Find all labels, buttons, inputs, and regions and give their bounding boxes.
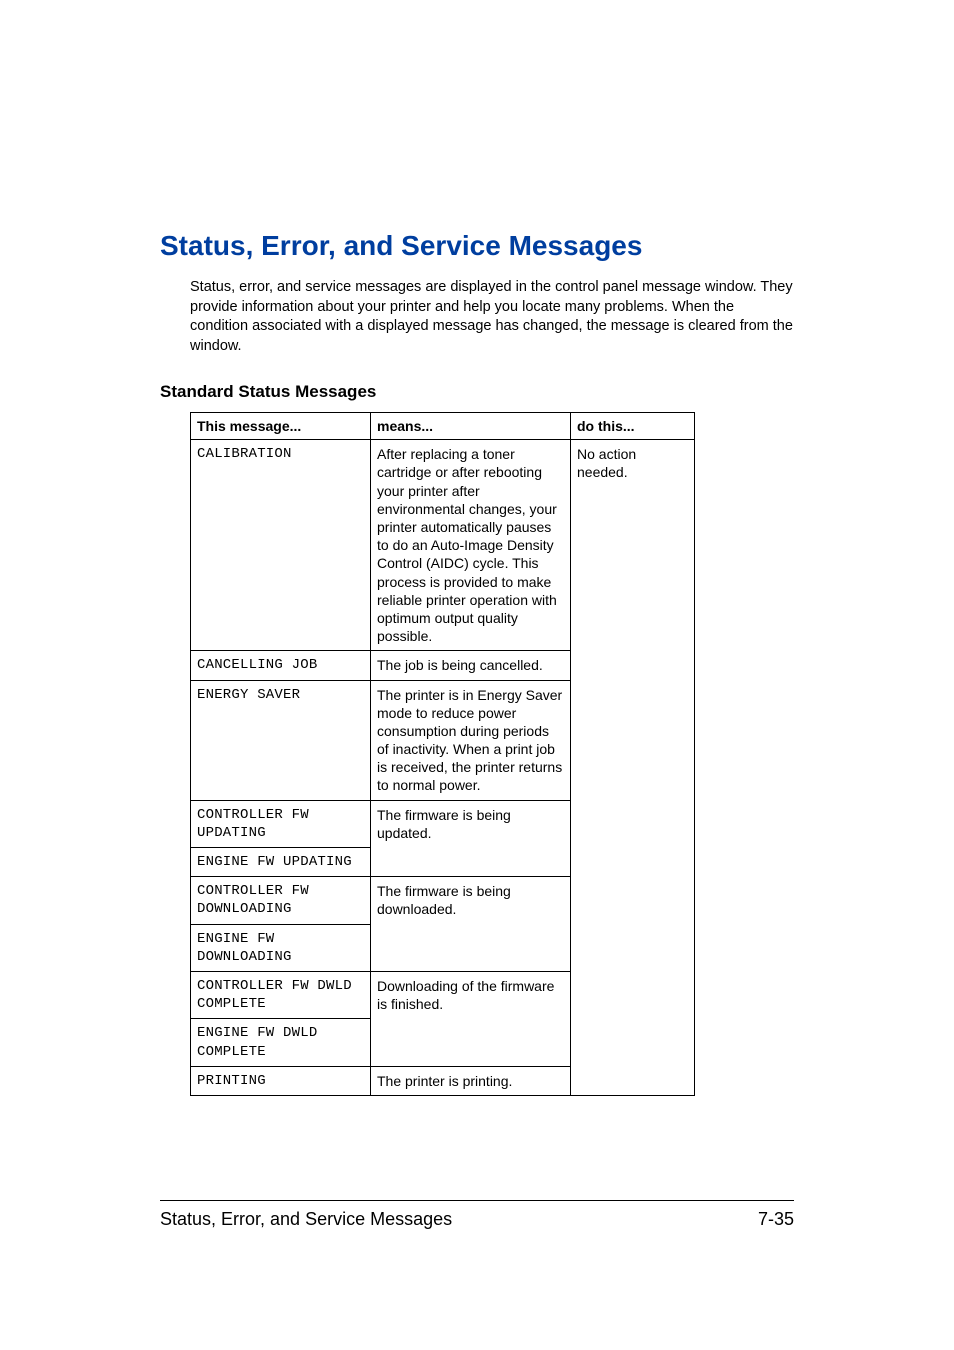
header-message: This message... <box>191 413 371 440</box>
cell-means: The job is being cancelled. <box>371 651 571 680</box>
cell-message: ENGINE FW DWLD COMPLETE <box>191 1019 371 1066</box>
cell-action: No action needed. <box>571 440 695 1096</box>
cell-means: The printer is in Energy Saver mode to r… <box>371 680 571 800</box>
cell-means: Downloading of the firmware is finished. <box>371 971 571 1066</box>
cell-message: CALIBRATION <box>191 440 371 651</box>
cell-means: The printer is printing. <box>371 1066 571 1095</box>
cell-means: After replacing a toner cartridge or aft… <box>371 440 571 651</box>
cell-message: ENERGY SAVER <box>191 680 371 800</box>
cell-message: ENGINE FW UPDATING <box>191 848 371 877</box>
section-heading: Standard Status Messages <box>160 382 794 402</box>
cell-message: CONTROLLER FW DWLD COMPLETE <box>191 971 371 1018</box>
footer-page-number: 7-35 <box>758 1209 794 1230</box>
cell-message: PRINTING <box>191 1066 371 1095</box>
page-footer: Status, Error, and Service Messages 7-35 <box>160 1200 794 1230</box>
table-row: CALIBRATION After replacing a toner cart… <box>191 440 695 651</box>
cell-means: The firmware is being updated. <box>371 800 571 877</box>
cell-message: CANCELLING JOB <box>191 651 371 680</box>
cell-message: CONTROLLER FW UPDATING <box>191 800 371 847</box>
cell-means: The firmware is being downloaded. <box>371 877 571 972</box>
header-means: means... <box>371 413 571 440</box>
status-messages-table: This message... means... do this... CALI… <box>190 412 695 1096</box>
cell-message: ENGINE FW DOWNLOADING <box>191 924 371 971</box>
page-title: Status, Error, and Service Messages <box>160 230 794 262</box>
page-content: Status, Error, and Service Messages Stat… <box>0 0 954 1096</box>
header-action: do this... <box>571 413 695 440</box>
intro-paragraph: Status, error, and service messages are … <box>160 278 794 356</box>
table-header-row: This message... means... do this... <box>191 413 695 440</box>
cell-message: CONTROLLER FW DOWNLOADING <box>191 877 371 924</box>
footer-title: Status, Error, and Service Messages <box>160 1209 452 1230</box>
